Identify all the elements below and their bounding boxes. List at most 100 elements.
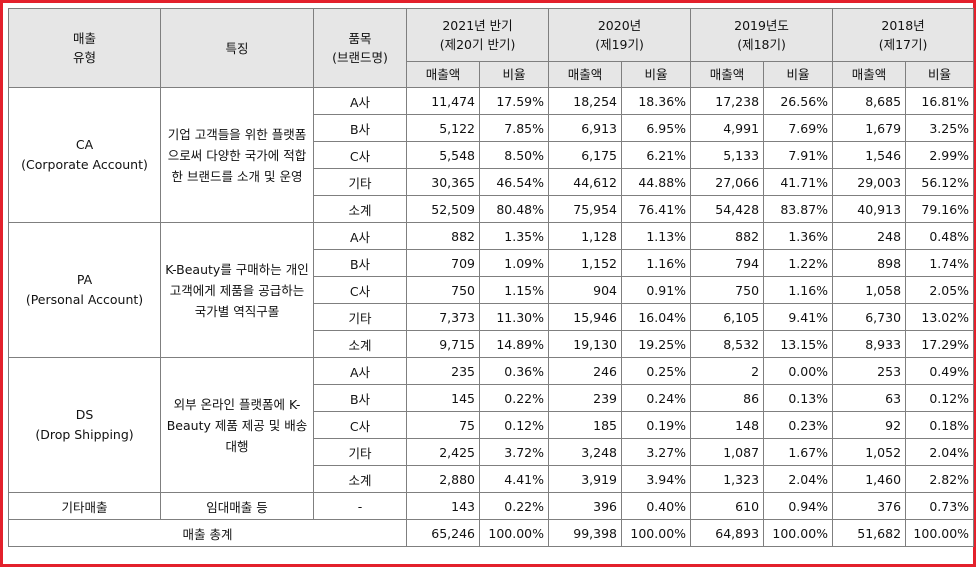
ratio-cell: 46.54% [478,168,550,196]
ratio-cell: 1.09% [478,249,550,277]
header-item: 품목 (브랜드명) [313,8,407,88]
amount-cell: 709 [406,249,480,277]
item-cell: A사 [313,222,407,250]
amount-cell: 44,612 [548,168,623,196]
sales-table: 매출 유형 특징 품목 (브랜드명) 2021년 반기 (제20기 반기) 20… [8,8,975,547]
sales-type-code: DS [75,407,94,422]
amount-cell: 11,474 [406,87,480,115]
ratio-cell: 13.15% [763,330,834,358]
ratio-cell: 1.35% [478,222,550,250]
ratio-cell: 2.05% [905,276,975,304]
total-row: 매출 총계 65,246 100.00% 99,398 100.00% 64,893 100… [8,519,975,547]
feature-cell: 외부 온라인 플랫폼에 K-Beauty 제품 제공 및 배송 대행 [160,357,314,493]
amount-cell: 19,130 [548,330,623,358]
period-title: 2021년 반기 [442,18,513,33]
amount-cell: 185 [548,411,623,439]
ratio-cell: 1.13% [621,222,692,250]
ratio-cell: 79.16% [905,195,975,223]
table-row: 기타 2,425 3.72% 3,248 3.27% 1,087 1.67% 1,052 2.0… [9,438,975,466]
total-amount-cell: 64,893 [690,519,765,547]
amount-cell: 3,248 [548,438,623,466]
table-row: CA (Corporate Account) 기업 고객들을 위한 플랫폼으로써 다… [8,87,975,223]
amount-cell: 882 [690,222,765,250]
ratio-cell: 56.12% [905,168,975,196]
ratio-cell: 0.23% [763,411,834,439]
amount-cell: 17,238 [690,87,765,115]
amount-cell: 396 [548,492,623,520]
table-row: 소계 52,509 80.48% 75,954 76.41% 54,428 83.87% 40… [9,195,975,223]
sales-type-code: PA [76,272,93,287]
amount-cell: 5,133 [690,141,765,169]
ratio-cell: 0.48% [905,222,975,250]
ratio-cell: 0.94% [763,492,834,520]
amount-cell: 3,919 [548,465,623,493]
ratio-cell: 1.36% [763,222,834,250]
period-title: 2019년도 [734,18,789,33]
item-cell: A사 [313,87,407,115]
period-sub: (제19기) [595,37,644,52]
total-amount-cell: 65,246 [406,519,480,547]
table-row: C사 750 1.15% 904 0.91% 750 1.16% 1,058 2.05% [9,276,975,304]
ratio-cell: 0.00% [763,357,834,385]
ratio-cell: 41.71% [763,168,834,196]
ratio-cell: 8.50% [478,141,550,169]
ratio-cell: 44.88% [621,168,692,196]
header-ratio: 비율 [905,61,975,88]
item-cell: 소계 [313,330,407,358]
item-cell: 기타 [313,168,407,196]
other-sales-feature: 임대매출 등 [160,492,314,520]
amount-cell: 27,066 [690,168,765,196]
ratio-cell: 0.19% [621,411,692,439]
ratio-cell: 16.04% [621,303,692,331]
item-cell: 소계 [313,465,407,493]
ratio-cell: 0.24% [621,384,692,412]
amount-cell: 1,087 [690,438,765,466]
amount-cell: 610 [690,492,765,520]
amount-cell: 8,532 [690,330,765,358]
ratio-cell: 2.82% [905,465,975,493]
ratio-cell: 83.87% [763,195,834,223]
header-item-line1: 품목 [348,31,372,46]
ratio-cell: 6.21% [621,141,692,169]
ratio-cell: 1.16% [763,276,834,304]
amount-cell: 904 [548,276,623,304]
ratio-cell: 1.67% [763,438,834,466]
item-cell: C사 [313,141,407,169]
amount-cell: 75,954 [548,195,623,223]
header-period-2019: 2019년도 (제18기) [690,8,834,62]
amount-cell: 145 [406,384,480,412]
amount-cell: 18,254 [548,87,623,115]
amount-cell: 750 [406,276,480,304]
amount-cell: 898 [832,249,907,277]
ratio-cell: 1.16% [621,249,692,277]
item-cell: B사 [313,249,407,277]
table-row: B사 5,122 7.85% 6,913 6.95% 4,991 7.69% 1,679 3.2… [9,114,975,142]
ratio-cell: 19.25% [621,330,692,358]
sales-type-code: CA [75,137,94,152]
amount-cell: 239 [548,384,623,412]
ratio-cell: 0.22% [478,492,550,520]
amount-cell: 40,913 [832,195,907,223]
ratio-cell: 3.27% [621,438,692,466]
amount-cell: 253 [832,357,907,385]
total-ratio-cell: 100.00% [478,519,550,547]
item-cell: 기타 [313,438,407,466]
header-amount: 매출액 [406,61,480,88]
header-period-2021h1: 2021년 반기 (제20기 반기) [405,8,550,62]
other-sales-row: 기타매출 임대매출 등 -143 0.22% 396 0.40% 610 0.94% 376 0.… [8,492,975,520]
table-row: 소계 9,715 14.89% 19,130 19.25% 8,532 13.15% 8,93… [9,330,975,358]
ratio-cell: 0.13% [763,384,834,412]
total-ratio-cell: 100.00% [621,519,692,547]
ratio-cell: 0.91% [621,276,692,304]
ratio-cell: 0.40% [621,492,692,520]
other-sales-label: 기타매출 [8,492,161,520]
amount-cell: 15,946 [548,303,623,331]
amount-cell: 1,323 [690,465,765,493]
ratio-cell: 0.12% [478,411,550,439]
amount-cell: 248 [832,222,907,250]
item-cell: C사 [313,411,407,439]
table-body: CA (Corporate Account) 기업 고객들을 위한 플랫폼으로써 다… [8,87,975,547]
ratio-cell: 6.95% [621,114,692,142]
amount-cell: 1,058 [832,276,907,304]
header-amount: 매출액 [548,61,623,88]
